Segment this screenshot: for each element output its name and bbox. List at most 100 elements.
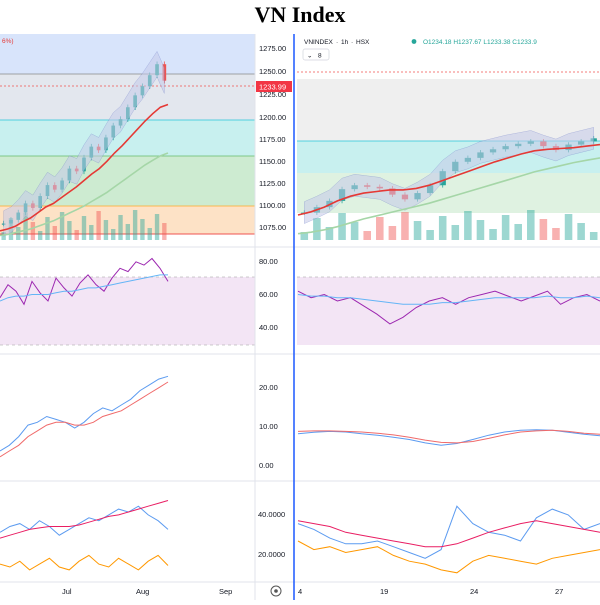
volume-bar — [489, 229, 497, 240]
axis-tick-label: 1175.00 — [259, 135, 286, 144]
volume-bar — [45, 217, 50, 240]
time-axis-label: Jul — [62, 587, 72, 596]
series-line — [297, 505, 600, 559]
left-price-pane[interactable] — [0, 34, 255, 240]
symbol-separator: · — [336, 39, 338, 46]
indicators-toggle[interactable] — [302, 48, 330, 61]
axis-tick-label: 1250.00 — [259, 67, 286, 76]
rsi-band — [297, 277, 600, 345]
volume-bar — [52, 226, 57, 240]
volume-bar — [476, 220, 485, 240]
volume-bar — [300, 232, 309, 240]
oscillator-axis-label: 0.00 — [259, 461, 274, 470]
volume-bar — [589, 232, 598, 240]
volume-bar — [103, 220, 109, 240]
volume-bar — [140, 219, 145, 240]
time-axis-label: 19 — [380, 587, 388, 596]
volume-bar — [147, 228, 152, 240]
bollinger-band — [304, 127, 594, 224]
volume-bar — [162, 223, 167, 240]
left-rsi-pane[interactable] — [0, 276, 255, 346]
volume-bar — [59, 212, 65, 240]
series-line — [297, 294, 600, 305]
volume-bar — [118, 215, 123, 240]
volume-bar — [464, 211, 472, 240]
interval-label: 1h — [341, 39, 349, 46]
axis-tick-label: 1100.00 — [259, 201, 286, 210]
rsi-axis-label: 40.00 — [259, 323, 278, 332]
volume-bar — [413, 221, 422, 240]
volume-bar — [350, 222, 359, 240]
time-axis-label: 27 — [555, 587, 563, 596]
series-line — [0, 381, 169, 458]
volume-bar — [426, 230, 434, 240]
series-line — [0, 152, 169, 237]
volume-bar — [564, 214, 573, 240]
oscillator-axis-label: 20.00 — [259, 383, 278, 392]
volume-bar — [451, 225, 460, 240]
time-axis-label: Aug — [136, 587, 149, 596]
volume-bar — [96, 211, 101, 240]
exchange-label: HSX — [356, 39, 370, 46]
series-line — [297, 540, 600, 574]
volume-bar — [376, 217, 384, 240]
volume-bar — [30, 222, 36, 240]
page-title: VN Index — [254, 2, 346, 27]
time-axis-label: 24 — [470, 587, 478, 596]
oscillator-axis-label: 10.00 — [259, 422, 278, 431]
volume-bar — [338, 213, 346, 240]
series-line — [0, 554, 169, 571]
volume-bar — [363, 231, 371, 240]
volume-bar — [111, 229, 116, 240]
volume-bar — [514, 224, 522, 240]
volume-bar — [125, 224, 131, 240]
volume-bar — [388, 226, 397, 240]
series-line — [297, 429, 600, 444]
left-zone-cyan — [0, 120, 255, 156]
right-rsi-pane[interactable] — [297, 276, 600, 345]
volume-bar — [132, 210, 138, 240]
volume-bar — [401, 212, 409, 240]
left-header-fragment: 6%) — [2, 38, 14, 45]
current-price-label: 1233.99 — [259, 83, 286, 92]
volume-bar — [81, 216, 87, 240]
series-line — [0, 274, 168, 302]
volume-bar — [23, 213, 28, 240]
indicator-count: 8 — [318, 53, 322, 60]
axis-tick-label: 1125.00 — [259, 179, 286, 188]
symbol-label: VNINDEX — [304, 39, 334, 46]
axis-tick-label: 1150.00 — [259, 157, 286, 166]
rsi-axis-label: 60.00 — [259, 290, 278, 299]
volume-bar — [552, 228, 560, 240]
right-legend[interactable]: VNINDEX · 1h · HSX O1234.18 H1237.67 L12… — [302, 39, 537, 61]
volume-bar — [539, 219, 548, 240]
series-line — [0, 257, 169, 306]
volume-bar — [37, 231, 43, 240]
oscillator-axis-label: 40.0000 — [258, 510, 285, 519]
axis-tick-label: 1200.00 — [259, 113, 286, 122]
volume-bar — [313, 218, 321, 240]
axis-tick-label: 1275.00 — [259, 44, 286, 53]
symbol-separator: · — [351, 39, 353, 46]
volume-bar — [325, 227, 334, 240]
time-axis-label: 4 — [298, 587, 302, 596]
series-line — [297, 290, 600, 325]
bollinger-band — [3, 50, 165, 237]
series-line — [297, 157, 600, 235]
volume-bar — [438, 216, 447, 240]
left-price-axis[interactable]: 1275.00 1250.00 1225.00 1200.00 1175.00 … — [256, 44, 292, 232]
axis-tick-label: 1225.00 — [259, 90, 286, 99]
gear-icon[interactable] — [270, 585, 282, 597]
series-line — [0, 500, 169, 539]
volume-bar — [16, 227, 21, 240]
series-line — [297, 143, 600, 216]
rsi-axis-label: 80.00 — [259, 257, 278, 266]
market-status-icon — [411, 39, 417, 44]
time-axis-label: Sep — [219, 587, 232, 596]
rsi-band — [0, 277, 255, 345]
volume-bar — [527, 210, 535, 240]
series-line — [297, 520, 600, 548]
ohlc-values: O1234.18 H1237.67 L1233.38 C1233.9 — [423, 39, 537, 46]
right-zone-gray — [297, 79, 600, 141]
volume-bar — [89, 225, 94, 240]
